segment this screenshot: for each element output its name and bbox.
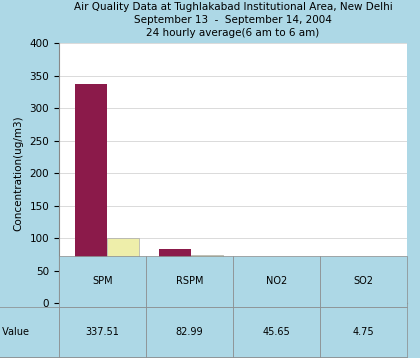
- Bar: [360, 284, 391, 304]
- Y-axis label: Concentration(ug/m3): Concentration(ug/m3): [14, 115, 24, 231]
- Title: Air Quality Data at Tughlakabad Institutional Area, New Delhi
September 13  -  S: Air Quality Data at Tughlakabad Institut…: [74, 2, 392, 38]
- Bar: [275, 284, 307, 304]
- Bar: [328, 300, 360, 304]
- Bar: [191, 255, 223, 304]
- Bar: [159, 250, 191, 304]
- Bar: [107, 238, 139, 304]
- Bar: [243, 274, 275, 304]
- Bar: [75, 84, 107, 304]
